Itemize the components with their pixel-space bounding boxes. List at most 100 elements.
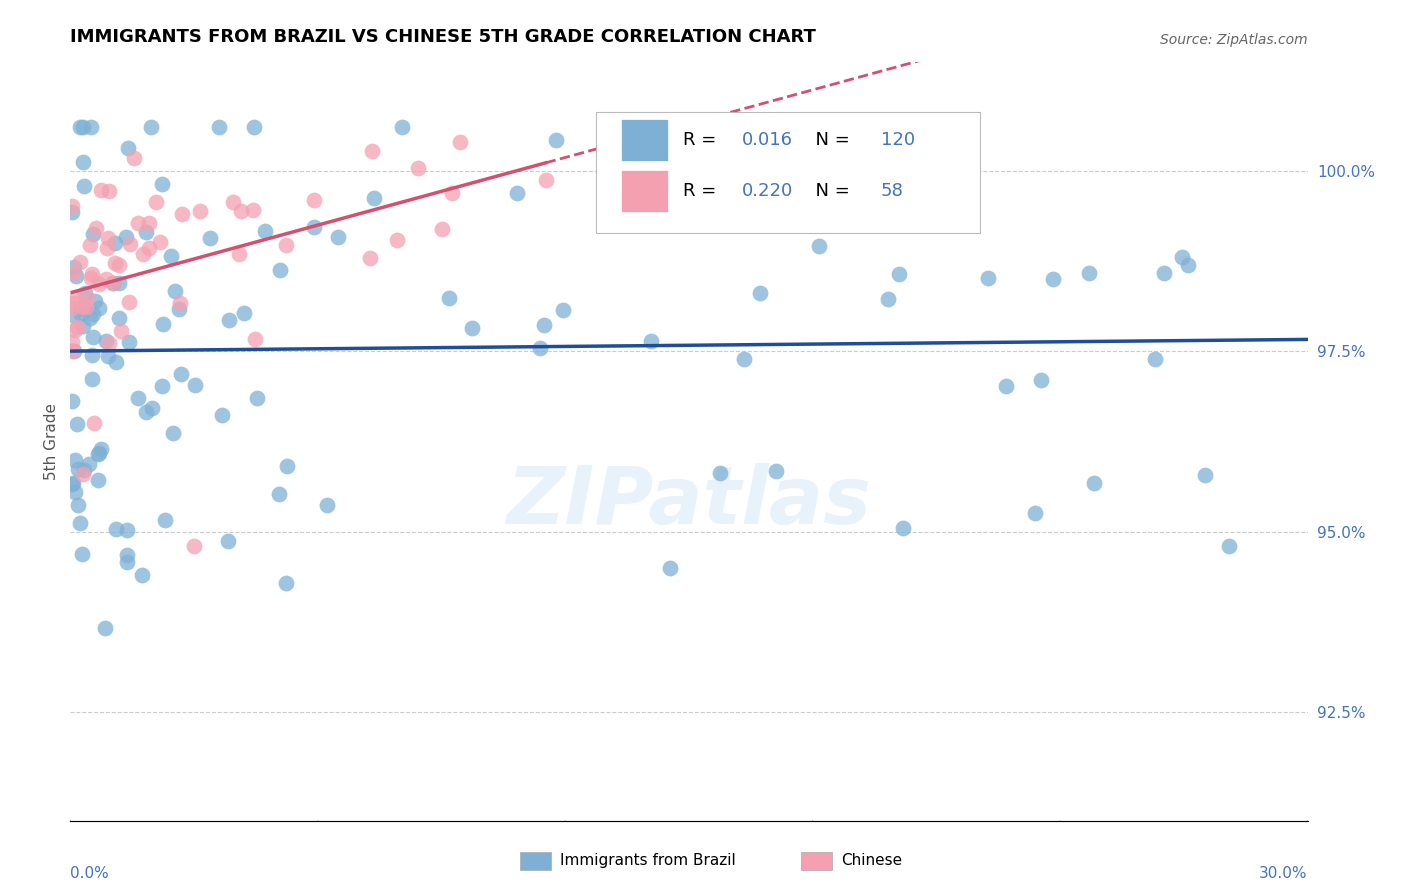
Point xyxy=(1194,467,1216,482)
Point xyxy=(316,498,339,512)
Point xyxy=(101,276,124,290)
Point xyxy=(80,270,103,285)
Point xyxy=(107,259,129,273)
Point xyxy=(460,320,482,334)
Point xyxy=(101,276,124,290)
Point xyxy=(217,534,239,549)
Point xyxy=(131,568,153,582)
Point xyxy=(361,144,384,158)
Point xyxy=(75,300,97,314)
Point xyxy=(80,120,103,135)
Point xyxy=(150,177,173,191)
Point xyxy=(60,344,83,359)
Point xyxy=(107,276,129,290)
Point xyxy=(63,260,86,274)
Point xyxy=(211,409,233,423)
Point xyxy=(150,379,173,393)
Point xyxy=(269,262,291,277)
Point xyxy=(437,291,460,305)
Point xyxy=(69,516,91,531)
Point xyxy=(96,334,118,349)
Point xyxy=(69,307,91,321)
Point xyxy=(139,120,162,135)
Point xyxy=(893,120,915,135)
Point xyxy=(62,475,84,490)
Text: 58: 58 xyxy=(880,182,904,201)
Point xyxy=(229,204,252,219)
Point xyxy=(73,463,96,477)
Point xyxy=(127,216,149,230)
Point xyxy=(69,301,91,316)
Point xyxy=(87,301,110,315)
Point xyxy=(1083,476,1105,491)
Point xyxy=(183,539,205,553)
Point xyxy=(152,318,174,332)
Text: N =: N = xyxy=(804,131,855,149)
Point xyxy=(135,405,157,419)
Point xyxy=(733,352,755,367)
Point xyxy=(406,161,429,176)
Point xyxy=(228,246,250,260)
Point xyxy=(808,238,831,252)
Point xyxy=(169,296,191,310)
Text: 0.0%: 0.0% xyxy=(70,866,110,881)
Point xyxy=(72,300,94,314)
Point xyxy=(222,194,245,209)
Point xyxy=(170,367,193,381)
Point xyxy=(302,193,325,207)
Point xyxy=(1024,506,1046,520)
Point xyxy=(138,241,160,255)
Text: 120: 120 xyxy=(880,131,915,149)
Point xyxy=(172,207,194,221)
Point xyxy=(132,246,155,260)
Point xyxy=(440,186,463,200)
Text: N =: N = xyxy=(804,182,855,201)
Bar xyxy=(621,170,668,212)
Point xyxy=(63,343,86,358)
FancyBboxPatch shape xyxy=(596,112,980,233)
Point xyxy=(385,233,408,247)
Point xyxy=(104,522,127,536)
Point xyxy=(83,294,105,309)
Point xyxy=(659,561,682,575)
Point xyxy=(97,184,120,198)
Point xyxy=(169,301,191,316)
Text: IMMIGRANTS FROM BRAZIL VS CHINESE 5TH GRADE CORRELATION CHART: IMMIGRANTS FROM BRAZIL VS CHINESE 5TH GR… xyxy=(70,28,815,45)
Point xyxy=(977,271,1000,285)
Text: ZIPatlas: ZIPatlas xyxy=(506,463,872,541)
Point xyxy=(302,219,325,234)
Point xyxy=(1078,266,1101,280)
Point xyxy=(72,318,94,333)
Point xyxy=(96,241,118,255)
Text: R =: R = xyxy=(683,182,721,201)
Point xyxy=(533,318,555,332)
Point xyxy=(529,341,551,355)
Point xyxy=(183,377,205,392)
Point xyxy=(72,120,94,135)
Point xyxy=(108,311,131,326)
Point xyxy=(363,191,385,205)
Point xyxy=(640,334,662,348)
Point xyxy=(65,268,87,283)
Point xyxy=(73,301,96,316)
Point xyxy=(534,173,557,187)
Point xyxy=(141,401,163,415)
Point xyxy=(891,521,914,535)
Point xyxy=(208,120,231,135)
Point xyxy=(82,227,104,241)
Point xyxy=(60,199,83,213)
Point xyxy=(60,205,83,219)
Point xyxy=(120,237,142,252)
Point xyxy=(198,231,221,245)
Text: Chinese: Chinese xyxy=(841,854,901,868)
Point xyxy=(104,235,127,250)
Point xyxy=(97,349,120,363)
Point xyxy=(75,285,97,300)
Point xyxy=(117,141,139,155)
Point xyxy=(72,467,94,481)
Point xyxy=(73,179,96,194)
Point xyxy=(328,229,350,244)
Point xyxy=(430,222,453,236)
Point xyxy=(105,355,128,369)
Point xyxy=(87,277,110,291)
